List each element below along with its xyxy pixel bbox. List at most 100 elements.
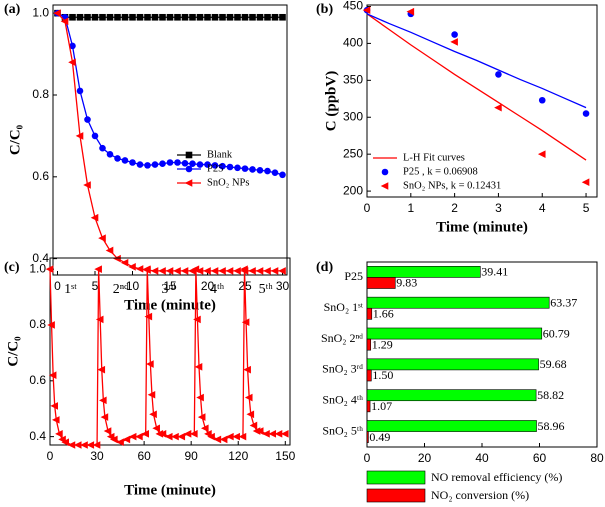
marker	[263, 267, 271, 275]
marker	[219, 13, 226, 21]
bar	[366, 307, 373, 320]
marker	[142, 265, 151, 273]
marker	[60, 17, 69, 26]
marker	[238, 432, 247, 441]
value-label: 9.83	[396, 276, 417, 290]
x-axis-title: Time (minute)	[124, 482, 216, 498]
marker	[103, 427, 112, 435]
marker	[495, 71, 502, 78]
marker	[232, 432, 240, 441]
marker	[135, 265, 144, 273]
marker	[278, 267, 286, 275]
marker	[200, 424, 209, 433]
marker	[129, 159, 136, 166]
marker	[73, 441, 82, 449]
marker	[225, 267, 234, 275]
marker	[211, 13, 219, 21]
marker	[194, 363, 203, 371]
marker	[271, 169, 279, 177]
value-label: 63.37	[550, 295, 577, 309]
x-tick-label: 0	[54, 279, 61, 293]
annotation: 5ᵗʰ	[259, 282, 274, 297]
series-line	[366, 13, 587, 109]
marker	[177, 432, 186, 441]
marker	[180, 267, 189, 275]
marker	[92, 441, 101, 449]
bar	[366, 389, 537, 402]
x-tick-label: 20	[418, 451, 432, 465]
marker	[113, 254, 121, 263]
category-label: SnO₂ 3ʳᵈ	[322, 362, 363, 376]
marker	[174, 13, 181, 21]
panel-label: (c)	[4, 260, 20, 275]
marker	[100, 413, 109, 421]
marker	[196, 393, 204, 402]
x-tick-label: 2	[451, 201, 458, 215]
marker	[226, 163, 234, 171]
marker	[219, 435, 228, 444]
marker	[226, 432, 234, 441]
marker	[106, 151, 114, 158]
series-line	[366, 13, 587, 161]
series-line	[57, 12, 283, 176]
marker	[249, 13, 256, 21]
marker	[451, 31, 458, 38]
value-label: 0.49	[369, 430, 390, 444]
marker	[91, 132, 99, 140]
value-label: 1.07	[371, 399, 392, 413]
marker	[106, 13, 114, 21]
value-label: 1.29	[372, 337, 393, 351]
y-tick-label: 0.6	[29, 373, 46, 387]
x-tick-label: 60	[137, 449, 151, 463]
marker	[255, 267, 264, 275]
marker	[99, 13, 106, 21]
category-label: P25	[344, 269, 363, 283]
marker	[51, 416, 60, 424]
x-tick-label: 150	[275, 449, 295, 463]
marker	[248, 267, 256, 275]
marker	[218, 267, 226, 275]
marker	[95, 315, 104, 324]
panel-label: (b)	[316, 2, 333, 17]
legend-label: NO removal efficiency (%)	[431, 470, 562, 484]
marker	[159, 13, 166, 21]
y-tick-label: 0.8	[29, 317, 46, 331]
marker	[84, 116, 91, 123]
marker	[271, 13, 279, 21]
marker	[183, 430, 192, 438]
marker	[450, 38, 458, 46]
y-tick-label: 450	[343, 0, 363, 13]
marker	[69, 42, 76, 50]
marker	[582, 110, 590, 117]
legend-swatch	[366, 488, 426, 503]
marker	[537, 150, 546, 158]
marker	[150, 267, 159, 275]
marker	[80, 441, 88, 449]
marker	[246, 410, 255, 419]
x-tick-label: 90	[184, 449, 198, 463]
marker	[136, 13, 144, 21]
x-tick-label: 4	[539, 201, 546, 215]
marker	[494, 103, 502, 112]
marker	[99, 144, 106, 152]
marker	[406, 7, 415, 16]
y-tick-label: 0.6	[32, 169, 49, 183]
category-label: SnO₂ 1ˢᵗ	[324, 300, 364, 314]
value-label: 1.50	[372, 368, 393, 382]
marker	[151, 13, 159, 21]
marker	[233, 267, 241, 275]
panel-label: (a)	[4, 2, 21, 17]
x-tick-label: 40	[475, 451, 489, 465]
legend-marker	[185, 165, 193, 173]
bar	[366, 277, 396, 289]
marker	[241, 318, 250, 326]
marker	[193, 315, 201, 324]
marker	[262, 430, 270, 438]
marker	[538, 96, 546, 104]
panel-label: (d)	[316, 260, 333, 275]
marker	[97, 365, 106, 374]
x-tick-label: 60	[533, 451, 547, 465]
x-tick-label: 120	[228, 449, 248, 463]
marker	[210, 267, 219, 275]
bar	[366, 369, 372, 382]
